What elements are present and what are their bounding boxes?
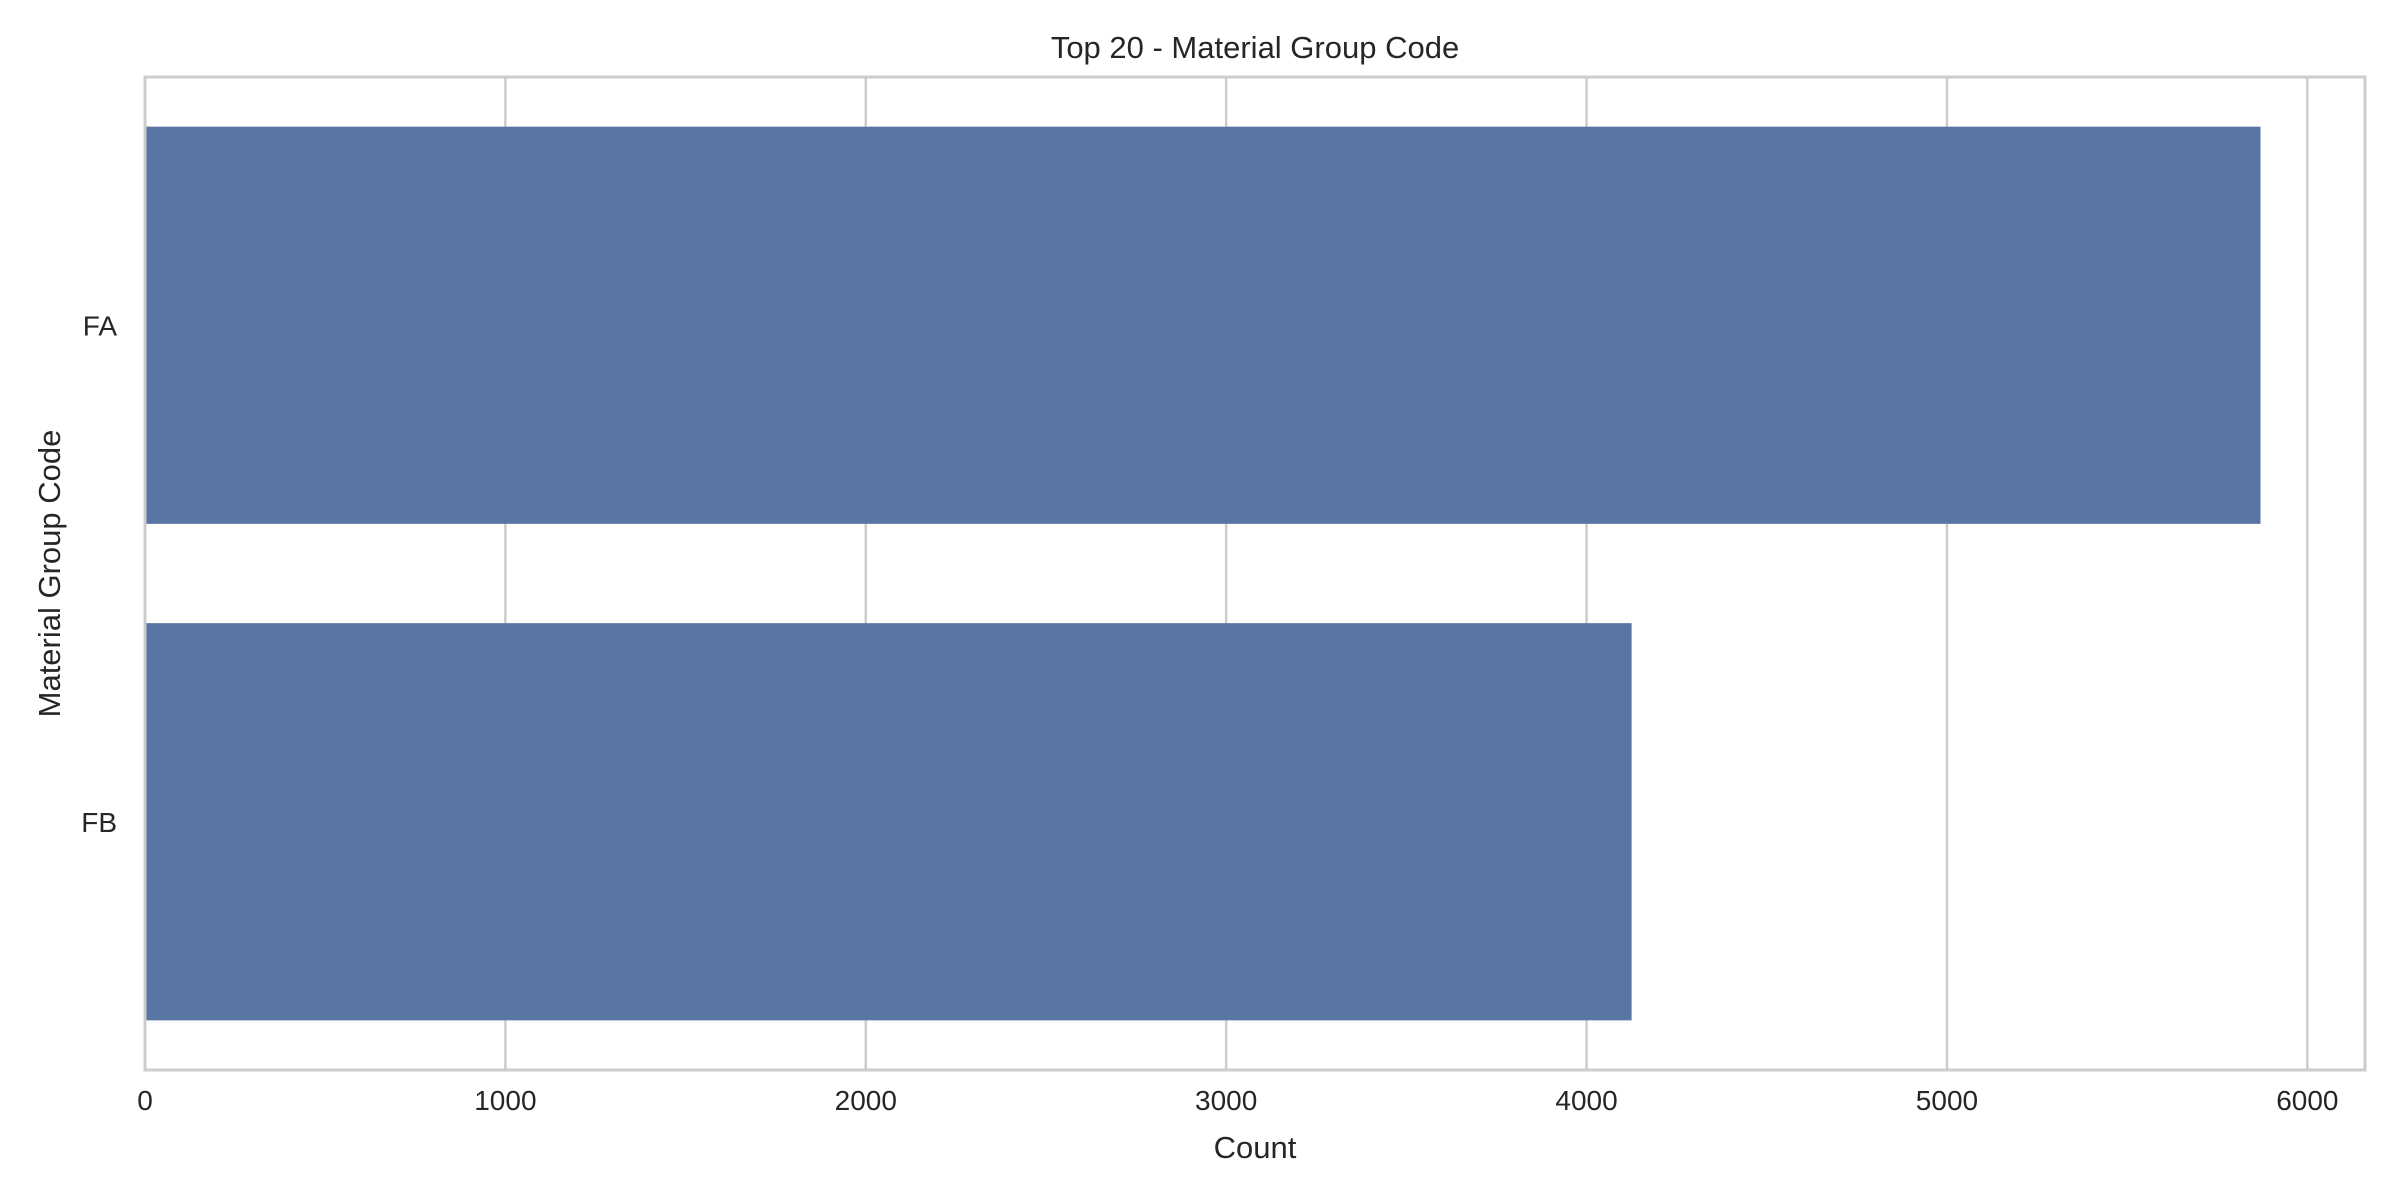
y-tick-label: FA [83, 310, 118, 341]
x-tick-label: 6000 [2276, 1085, 2338, 1116]
chart-title: Top 20 - Material Group Code [1051, 30, 1459, 65]
x-tick-label: 0 [137, 1085, 153, 1116]
x-tick-label: 5000 [1916, 1085, 1978, 1116]
y-tick-labels: FA FB [81, 310, 117, 838]
x-tick-label: 3000 [1195, 1085, 1257, 1116]
x-tick-label: 2000 [835, 1085, 897, 1116]
x-tick-label: 1000 [474, 1085, 536, 1116]
bar-fb [145, 623, 1632, 1021]
bar-fa [145, 126, 2261, 524]
x-tick-label: 4000 [1555, 1085, 1617, 1116]
plot-frame [143, 75, 2367, 1072]
x-tick-labels: 0 1000 2000 3000 4000 5000 6000 [137, 1085, 2338, 1116]
y-tick-label: FB [81, 807, 117, 838]
bars [145, 126, 2261, 1021]
y-axis-label: Material Group Code [32, 430, 67, 718]
x-axis-label: Count [1214, 1130, 1297, 1165]
